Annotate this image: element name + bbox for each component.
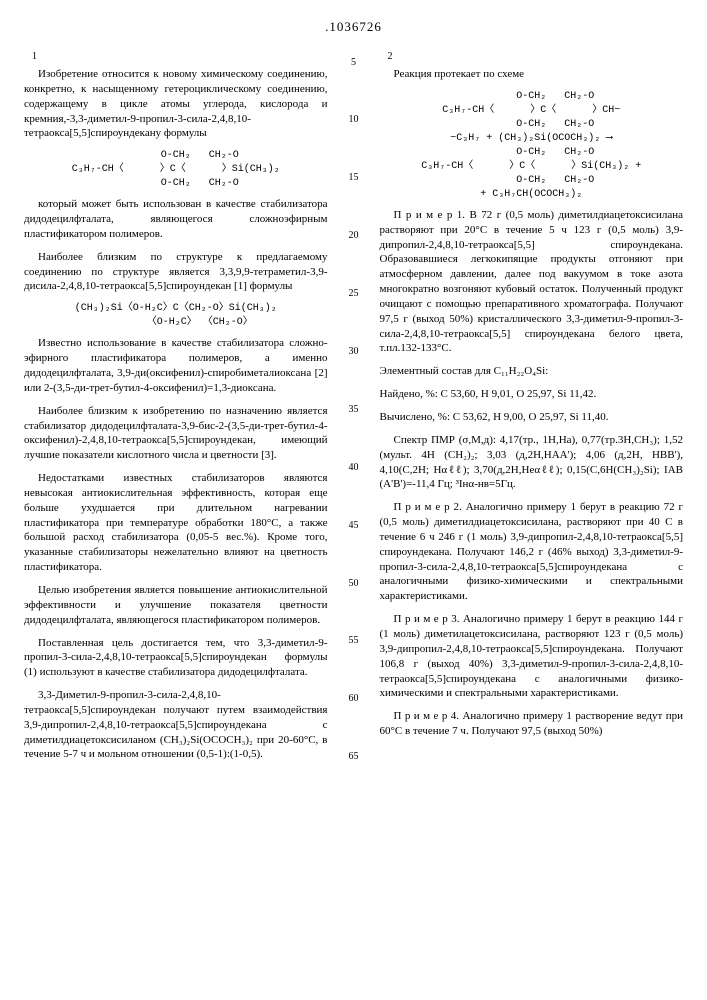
para-r8: П р и м е р 3. Аналогично примеру 1 беру… — [380, 612, 684, 701]
patent-number: .1036726 — [24, 18, 683, 36]
para-r7: П р и м е р 2. Аналогично примеру 1 беру… — [380, 500, 684, 604]
ln-45: 45 — [346, 519, 362, 533]
para-l3: Наиболее близким по структуре к предлага… — [24, 250, 328, 295]
para-l8: Поставленная цель достигается тем, что 3… — [24, 636, 328, 681]
ln-40: 40 — [346, 461, 362, 475]
para-r1: Реакция протекает по схеме — [380, 67, 684, 82]
para-r9: П р и м е р 4. Аналогично примеру 1 раст… — [380, 709, 684, 739]
para-l7: Целью изобретения является повышение ант… — [24, 583, 328, 628]
para-r3: Элементный состав для C₁₁H₂₂O₄Si: — [380, 364, 684, 379]
col-num-left: 1 — [24, 50, 328, 64]
left-column: 1 Изобретение относится к новому химичес… — [24, 50, 328, 771]
para-r2: П р и м е р 1. В 72 г (0,5 моль) диметил… — [380, 208, 684, 356]
para-r4: Найдено, %: С 53,60, Н 9,01, О 25,97, Si… — [380, 387, 684, 402]
line-number-gutter: 5 10 15 20 25 30 35 40 45 50 55 60 65 — [346, 50, 362, 771]
para-l2: который может быть использован в качеств… — [24, 197, 328, 242]
ln-30: 30 — [346, 345, 362, 359]
ln-10: 10 — [346, 113, 362, 127]
para-r5: Вычислено, %: С 53,62, Н 9,00, О 25,97, … — [380, 410, 684, 425]
para-l4: Известно использование в качестве стабил… — [24, 336, 328, 395]
f3l3: O-CH₂ CH₂-O — [468, 119, 594, 130]
formula-2: (CH₃)₂Si〈O-H₂C〉C〈CH₂-O〉Si(CH₃)₂ 〈O-H₂C〉 … — [24, 302, 328, 330]
f1l1: O-CH₂ CH₂-O — [113, 150, 239, 161]
formula-1: O-CH₂ CH₂-O C₃H₇-CH〈 〉C〈 〉Si(CH₃)₂ O-CH₂… — [24, 149, 328, 191]
f3l5: O-CH₂ CH₂-O — [468, 147, 594, 158]
ln-5: 5 — [346, 56, 362, 70]
f1l2: C₃H₇-CH〈 〉C〈 〉Si(CH₃)₂ — [72, 164, 280, 175]
f2l2: 〈O-H₂C〉 〈CH₂-O〉 — [99, 317, 253, 328]
ln-60: 60 — [346, 692, 362, 706]
ln-65: 65 — [346, 750, 362, 764]
para-l9: 3,3-Диметил-9-пропил-3-сила-2,4,8,10-тет… — [24, 688, 328, 762]
f3l1: O-CH₂ CH₂-O — [468, 91, 594, 102]
para-l1: Изобретение относится к новому химическо… — [24, 67, 328, 141]
f1l3: O-CH₂ CH₂-O — [113, 178, 239, 189]
ln-20: 20 — [346, 229, 362, 243]
f3l6: C₃H₇-CH〈 〉C〈 〉Si(CH₃)₂ + — [421, 161, 641, 172]
ln-50: 50 — [346, 577, 362, 591]
para-r6: Спектр ПМР (σ,М,д): 4,17(тр., 1Н,На), 0,… — [380, 433, 684, 492]
f3l2: C₃H₇-CH〈 〉C〈 〉CH− — [442, 105, 620, 116]
f3l4: −C₃H₇ + (CH₃)₂Si(OCOCH₃)₂ ⟶ — [450, 133, 612, 144]
right-column: 2 Реакция протекает по схеме O-CH₂ CH₂-O… — [380, 50, 684, 771]
ln-35: 35 — [346, 403, 362, 417]
para-l5: Наиболее близким к изобретению по назнач… — [24, 404, 328, 463]
col-num-right: 2 — [380, 50, 684, 64]
ln-55: 55 — [346, 634, 362, 648]
ln-25: 25 — [346, 287, 362, 301]
two-column-layout: 1 Изобретение относится к новому химичес… — [24, 50, 683, 771]
f3l7: O-CH₂ CH₂-O — [468, 175, 594, 186]
para-l6: Недостатками известных стабилизаторов яв… — [24, 471, 328, 575]
ln-15: 15 — [346, 171, 362, 185]
f3l8: + C₃H₇CH(OCOCH₃)₂ — [480, 189, 582, 200]
f2l1: (CH₃)₂Si〈O-H₂C〉C〈CH₂-O〉Si(CH₃)₂ — [75, 303, 277, 314]
formula-3: O-CH₂ CH₂-O C₃H₇-CH〈 〉C〈 〉CH− O-CH₂ CH₂-… — [380, 90, 684, 202]
